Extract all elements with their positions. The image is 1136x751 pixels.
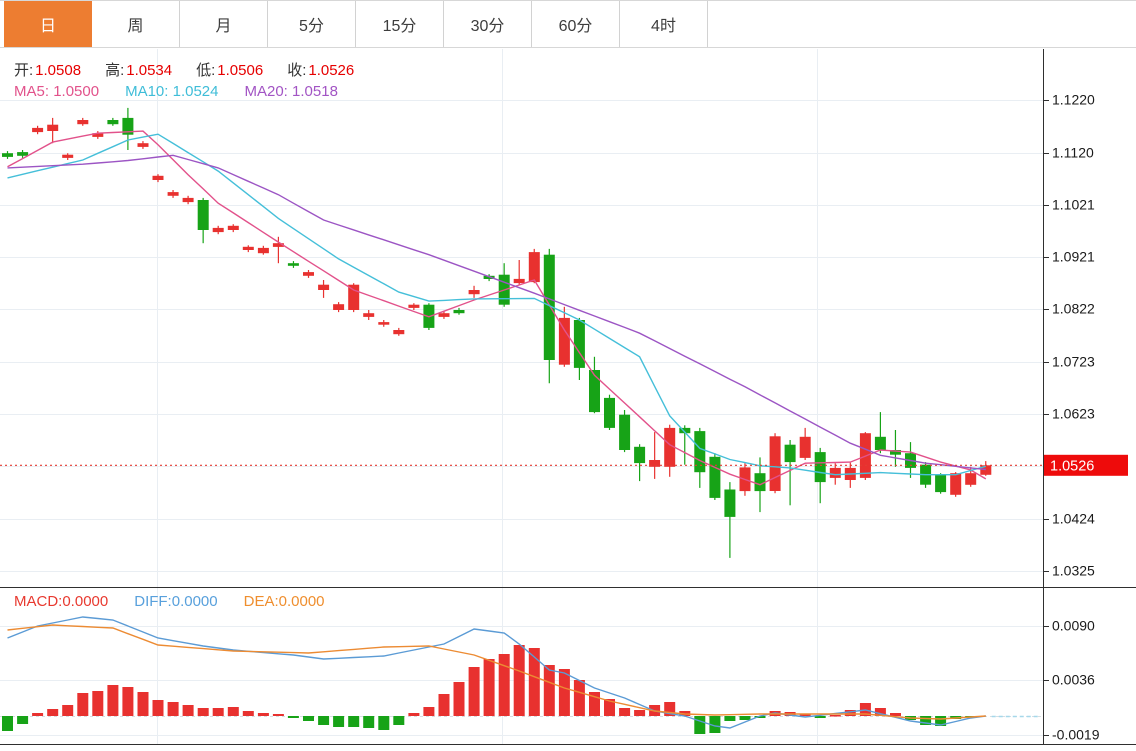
- svg-text:1.0723: 1.0723: [1052, 354, 1095, 370]
- svg-text:1.1220: 1.1220: [1052, 92, 1095, 108]
- period-tab-30min[interactable]: 30分: [444, 1, 532, 47]
- svg-text:1.0526: 1.0526: [1050, 458, 1094, 474]
- svg-text:1.0623: 1.0623: [1052, 406, 1095, 422]
- period-tab-60min[interactable]: 60分: [532, 1, 620, 47]
- period-tab-day[interactable]: 日: [4, 1, 92, 47]
- period-tab-4hour[interactable]: 4时: [620, 1, 708, 47]
- period-tab-15min[interactable]: 15分: [356, 1, 444, 47]
- period-tab-week[interactable]: 周: [92, 1, 180, 47]
- svg-text:1.1120: 1.1120: [1052, 145, 1094, 161]
- svg-text:1.0424: 1.0424: [1052, 511, 1095, 527]
- svg-text:1.1021: 1.1021: [1052, 197, 1095, 213]
- current-price-badge: [1044, 454, 1128, 476]
- svg-text:1.0325: 1.0325: [1052, 563, 1095, 579]
- period-tab-5min[interactable]: 5分: [268, 1, 356, 47]
- svg-text:1.0921: 1.0921: [1052, 249, 1095, 265]
- svg-text:0.0036: 0.0036: [1052, 672, 1095, 688]
- svg-text:0.0090: 0.0090: [1052, 618, 1095, 634]
- svg-text:1.0822: 1.0822: [1052, 301, 1095, 317]
- period-tabbar: 日 周 月 5分 15分 30分 60分 4时: [0, 0, 1136, 48]
- svg-text:-0.0019: -0.0019: [1052, 727, 1100, 743]
- period-tab-month[interactable]: 月: [180, 1, 268, 47]
